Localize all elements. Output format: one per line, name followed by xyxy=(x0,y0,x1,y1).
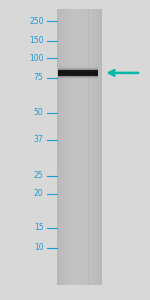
Bar xyxy=(57,9,58,285)
Bar xyxy=(85,9,86,285)
Bar xyxy=(82,9,83,285)
Bar xyxy=(73,9,74,285)
Bar xyxy=(99,9,100,285)
Bar xyxy=(98,9,99,285)
Bar xyxy=(58,77,98,79)
Text: 37: 37 xyxy=(34,135,44,144)
Bar xyxy=(76,9,77,285)
Bar xyxy=(61,9,63,285)
Bar xyxy=(100,9,101,285)
Bar xyxy=(94,9,95,285)
Bar xyxy=(58,78,98,80)
Bar xyxy=(58,76,98,78)
Text: 20: 20 xyxy=(34,189,43,198)
Text: 10: 10 xyxy=(34,243,43,252)
Bar xyxy=(65,9,66,285)
Bar xyxy=(58,9,59,285)
Bar xyxy=(95,9,96,285)
Bar xyxy=(92,9,93,285)
Bar xyxy=(58,76,98,78)
Bar xyxy=(69,9,70,285)
Bar xyxy=(60,9,62,285)
Bar xyxy=(80,9,81,285)
Bar xyxy=(74,9,75,285)
Bar xyxy=(86,9,87,285)
Bar xyxy=(58,75,98,77)
Bar xyxy=(58,65,98,67)
Bar xyxy=(93,9,94,285)
Bar xyxy=(101,9,102,285)
Bar xyxy=(70,9,72,285)
Bar xyxy=(58,67,98,68)
Text: 25: 25 xyxy=(34,171,43,180)
Bar xyxy=(58,80,98,82)
Bar xyxy=(96,9,98,285)
Bar xyxy=(83,9,84,285)
Bar xyxy=(58,70,98,72)
Bar xyxy=(75,9,76,285)
Bar xyxy=(63,9,64,285)
Bar xyxy=(58,71,98,73)
Bar xyxy=(66,9,67,285)
Bar xyxy=(77,9,78,285)
Bar xyxy=(58,72,98,74)
Bar xyxy=(84,9,85,285)
Bar xyxy=(58,72,98,74)
Text: 75: 75 xyxy=(34,74,44,82)
Bar xyxy=(67,9,68,285)
Bar xyxy=(81,9,82,285)
Bar xyxy=(91,9,92,285)
Bar xyxy=(64,9,65,285)
Text: 15: 15 xyxy=(34,224,43,232)
Bar xyxy=(90,9,91,285)
Bar xyxy=(58,69,98,71)
Bar xyxy=(78,9,80,285)
Bar xyxy=(58,68,98,69)
Text: 150: 150 xyxy=(29,36,44,45)
Bar xyxy=(58,74,98,76)
Bar xyxy=(58,79,98,81)
Bar xyxy=(58,68,98,70)
Text: 50: 50 xyxy=(34,108,44,117)
Bar xyxy=(58,73,98,75)
Bar xyxy=(87,9,88,285)
Bar xyxy=(88,9,90,285)
Text: 100: 100 xyxy=(29,54,44,63)
Bar xyxy=(58,66,98,68)
Bar xyxy=(58,70,98,76)
Text: 250: 250 xyxy=(29,16,44,26)
Bar xyxy=(68,9,69,285)
Bar xyxy=(72,9,73,285)
Bar xyxy=(57,9,102,285)
Bar xyxy=(58,64,98,66)
Bar xyxy=(59,9,60,285)
